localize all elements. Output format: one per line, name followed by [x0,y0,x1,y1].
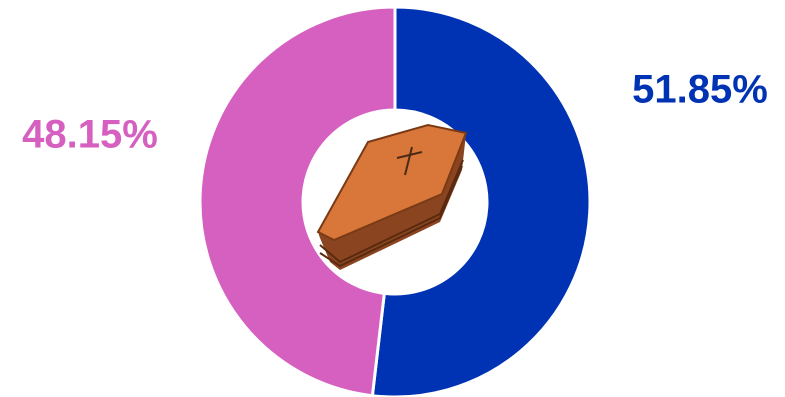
slice [198,5,397,397]
donut [198,5,592,397]
value-label: 51.85% [632,68,768,112]
slice [370,5,592,397]
value-label: 48.15% [22,113,158,157]
coffin-cross [404,146,413,176]
coffin-plank [319,165,463,268]
coffin-icon [316,123,468,270]
coffin-lid [316,123,468,242]
coffin-plank [319,159,464,264]
coffin-cross [396,151,423,159]
